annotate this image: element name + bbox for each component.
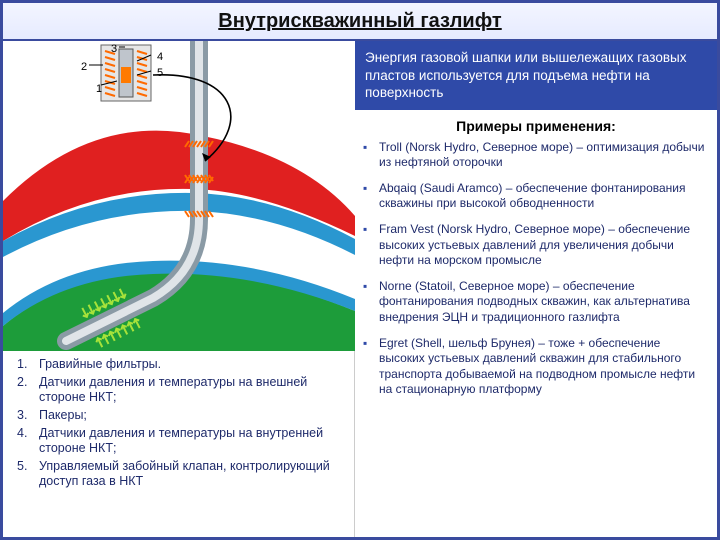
examples-list: ▪Troll (Norsk Hydro, Северное море) – оп… <box>355 140 717 537</box>
svg-text:3: 3 <box>111 43 117 55</box>
svg-text:4: 4 <box>157 51 163 63</box>
example-text: Egret (Shell, шельф Брунея) – тоже + обе… <box>379 336 709 398</box>
legend-item: 4.Датчики давления и температуры на внут… <box>17 426 344 457</box>
gaslift-diagram: 12 3 4 5 <box>3 41 354 351</box>
right-column: Энергия газовой шапки или вышележащих га… <box>355 41 717 537</box>
legend-item: 2.Датчики давления и температуры на внеш… <box>17 375 344 406</box>
legend-item: 1.Гравийные фильтры. <box>17 357 344 373</box>
legend-number: 2. <box>17 375 39 406</box>
legend-number: 5. <box>17 459 39 490</box>
example-text: Norne (Statoil, Северное море) – обеспеч… <box>379 279 709 326</box>
diagram-svg: 12 3 4 5 <box>3 41 355 351</box>
legend-item: 5.Управляемый забойный клапан, контролир… <box>17 459 344 490</box>
legend-item: 3.Пакеры; <box>17 408 344 424</box>
example-item: ▪Troll (Norsk Hydro, Северное море) – оп… <box>363 140 709 171</box>
diagram-legend: 1.Гравийные фильтры.2.Датчики давления и… <box>3 351 354 537</box>
examples-heading: Примеры применения: <box>355 110 717 140</box>
example-text: Abqaiq (Saudi Aramco) – обеспечение фонт… <box>379 181 709 212</box>
legend-text: Датчики давления и температуры на внешне… <box>39 375 344 406</box>
svg-text:2: 2 <box>81 61 87 73</box>
page-title: Внутрискважинный газлифт <box>3 3 717 41</box>
legend-text: Гравийные фильтры. <box>39 357 161 373</box>
left-column: 12345 1.Гравийные фильтры.2.Датчики давл… <box>3 41 355 537</box>
legend-number: 4. <box>17 426 39 457</box>
legend-number: 3. <box>17 408 39 424</box>
example-item: ▪Norne (Statoil, Северное море) – обеспе… <box>363 279 709 326</box>
example-item: ▪Fram Vest (Norsk Hydro, Северное море) … <box>363 222 709 269</box>
bullet-icon: ▪ <box>363 181 379 212</box>
svg-text:5: 5 <box>157 67 163 79</box>
example-item: ▪Abqaiq (Saudi Aramco) – обеспечение фон… <box>363 181 709 212</box>
example-text: Fram Vest (Norsk Hydro, Северное море) –… <box>379 222 709 269</box>
example-item: ▪Egret (Shell, шельф Брунея) – тоже + об… <box>363 336 709 398</box>
bullet-icon: ▪ <box>363 140 379 171</box>
legend-text: Управляемый забойный клапан, контролирую… <box>39 459 344 490</box>
legend-text: Пакеры; <box>39 408 87 424</box>
bullet-icon: ▪ <box>363 279 379 326</box>
content-area: 12345 1.Гравийные фильтры.2.Датчики давл… <box>3 41 717 537</box>
example-text: Troll (Norsk Hydro, Северное море) – опт… <box>379 140 709 171</box>
legend-text: Датчики давления и температуры на внутре… <box>39 426 344 457</box>
bullet-icon: ▪ <box>363 336 379 398</box>
svg-text:1: 1 <box>96 83 102 95</box>
legend-number: 1. <box>17 357 39 373</box>
energy-description: Энергия газовой шапки или вышележащих га… <box>355 41 717 110</box>
bullet-icon: ▪ <box>363 222 379 269</box>
